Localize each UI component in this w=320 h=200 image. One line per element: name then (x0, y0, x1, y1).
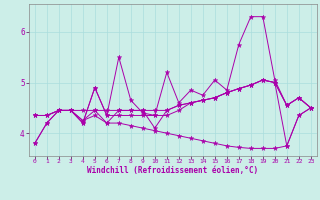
X-axis label: Windchill (Refroidissement éolien,°C): Windchill (Refroidissement éolien,°C) (87, 166, 258, 175)
